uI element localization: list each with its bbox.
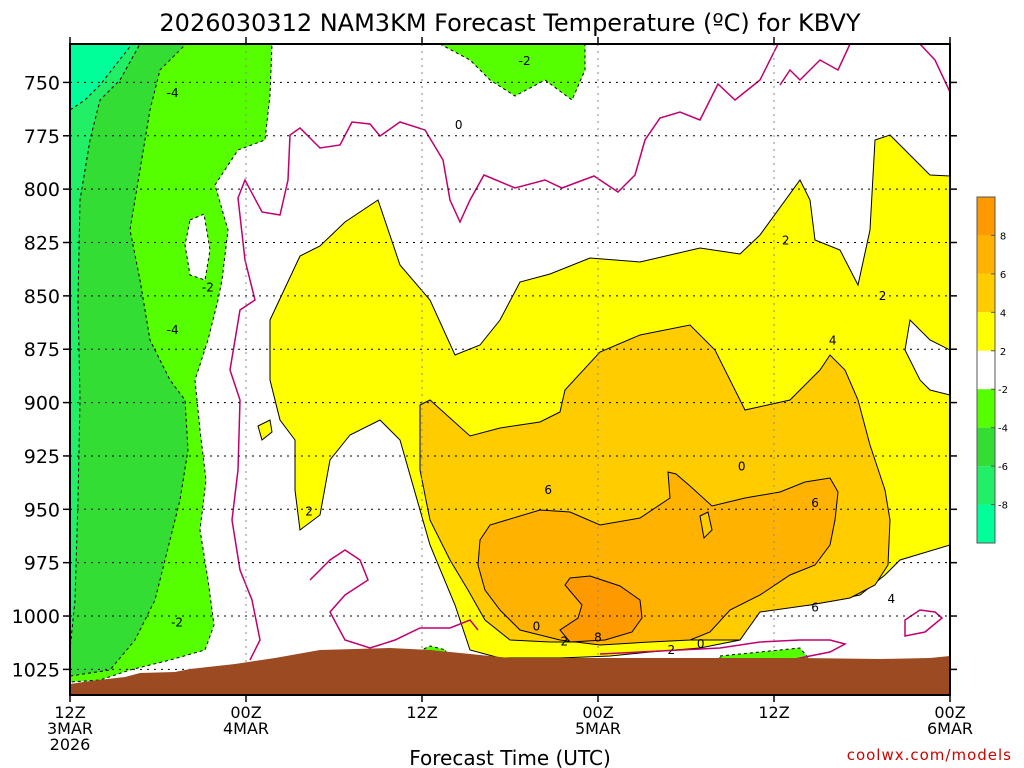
colorbar-swatch bbox=[977, 466, 995, 505]
contour-label: 2 bbox=[305, 504, 313, 518]
cold-pocket-minus2 bbox=[184, 213, 211, 281]
contour-label: 0 bbox=[455, 118, 463, 132]
warm-pocket-2 bbox=[257, 419, 273, 441]
contour-label: 6 bbox=[544, 483, 552, 497]
x-tick-label: 00Z bbox=[934, 703, 965, 722]
x-tick-label: 12Z bbox=[406, 703, 437, 722]
y-tick-label: 825 bbox=[24, 233, 60, 255]
y-tick-label: 875 bbox=[24, 339, 60, 361]
warm-region-6 bbox=[477, 471, 839, 646]
x-tick-label: 12Z bbox=[54, 703, 85, 722]
colorbar-swatch bbox=[977, 389, 995, 428]
colorbar-label: 8 bbox=[1000, 231, 1006, 242]
x-tick-label: 4MAR bbox=[223, 719, 269, 738]
colorbar-label: -2 bbox=[998, 385, 1008, 396]
y-tick-label: 975 bbox=[24, 553, 60, 575]
y-tick-label: 950 bbox=[24, 499, 60, 521]
colorbar-swatch bbox=[977, 504, 995, 543]
contour-label: 2 bbox=[668, 643, 676, 657]
chart-title: 2026030312 NAM3KM Forecast Temperature (… bbox=[159, 9, 861, 37]
cold-region-minus8 bbox=[70, 44, 133, 111]
contour-label: -2 bbox=[519, 54, 531, 68]
x-tick-label: 5MAR bbox=[575, 719, 621, 738]
x-axis-label: Forecast Time (UTC) bbox=[409, 746, 611, 768]
zero-isotherm-lines bbox=[229, 44, 950, 661]
cold-pocket-top bbox=[439, 44, 586, 101]
colorbar-frame bbox=[976, 196, 996, 544]
contour-label: 6 bbox=[811, 600, 819, 614]
y-tick-label: 775 bbox=[24, 126, 60, 148]
y-tick-label: 925 bbox=[24, 446, 60, 468]
warm-pocket-6 bbox=[699, 511, 713, 540]
colorbar-swatch bbox=[977, 197, 995, 236]
contour-label: -2 bbox=[171, 615, 183, 629]
y-tick-label: 900 bbox=[24, 393, 60, 415]
colorbar-swatch bbox=[977, 350, 995, 390]
x-tick-label: 12Z bbox=[758, 703, 789, 722]
contour-label: 0 bbox=[697, 637, 705, 651]
colorbar-swatch bbox=[977, 235, 995, 274]
contour-label: 4 bbox=[888, 592, 896, 606]
colorbar-label: 2 bbox=[1000, 347, 1006, 358]
colorbar-label: -4 bbox=[998, 424, 1008, 435]
x-tick-label: 6MAR bbox=[927, 719, 973, 738]
y-tick-label: 1025 bbox=[12, 659, 60, 681]
contour-label: 4 bbox=[829, 334, 837, 348]
contour-label: 0 bbox=[533, 620, 541, 634]
x-tick-label: 00Z bbox=[582, 703, 613, 722]
warm-region-8 bbox=[559, 575, 643, 643]
y-tick-label: 750 bbox=[24, 72, 60, 94]
colorbar-label: 4 bbox=[1000, 308, 1006, 319]
x-tick-label: 00Z bbox=[230, 703, 261, 722]
terrain-ground bbox=[70, 648, 950, 695]
contour-label: -4 bbox=[167, 86, 179, 100]
plot-frame bbox=[69, 43, 951, 696]
colorbar-swatch bbox=[977, 273, 995, 313]
y-tick-label: 850 bbox=[24, 286, 60, 308]
contour-label: -4 bbox=[167, 323, 179, 337]
contour-label: 0 bbox=[738, 460, 746, 474]
colorbar-swatch bbox=[977, 427, 995, 467]
contour-label: 2 bbox=[879, 289, 887, 303]
contour-label: 8 bbox=[594, 630, 602, 644]
colorbar-label: -6 bbox=[998, 462, 1008, 473]
y-tick-label: 1000 bbox=[12, 606, 60, 628]
contour-label: 6 bbox=[811, 496, 819, 510]
contour-label: 2 bbox=[782, 233, 790, 247]
colorbar-label: 6 bbox=[1000, 270, 1006, 281]
cold-region-minus4 bbox=[70, 44, 189, 677]
colorbar-swatch bbox=[977, 312, 995, 351]
credit-link[interactable]: coolwx.com/models bbox=[847, 746, 1012, 764]
contour-label-group: -2 -4 0 -2 -4 -2 2 2 4 2 6 6 6 4 0 2 8 2 0 0 bbox=[167, 54, 895, 657]
x-tick-label: 3MAR bbox=[47, 719, 93, 738]
contour-label: 2 bbox=[560, 635, 568, 649]
y-tick-label: 800 bbox=[24, 179, 60, 201]
contour-field bbox=[70, 44, 950, 695]
x-tick-label: 2026 bbox=[50, 735, 91, 754]
colorbar-label: -8 bbox=[998, 501, 1008, 512]
contour-label: -2 bbox=[202, 280, 214, 294]
colorbar: 8 6 4 2 -2 -4 -6 -8 bbox=[976, 196, 1008, 544]
